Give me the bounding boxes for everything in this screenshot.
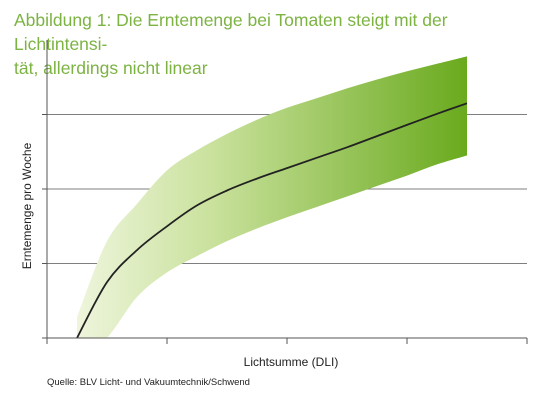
yield-range-band — [77, 56, 467, 338]
line-layer — [76, 102, 468, 338]
yield-curve-line — [76, 102, 468, 338]
x-axis-label: Lichtsumme (DLI) — [244, 355, 339, 369]
y-axis-label: Erntemenge pro Woche — [20, 142, 34, 269]
chart-title: Abbildung 1: Die Erntemenge bei Tomaten … — [14, 8, 530, 80]
axis-layer — [42, 40, 528, 344]
chart-title-line-1: Abbildung 1: Die Erntemenge bei Tomaten … — [14, 10, 448, 54]
chart-title-line-2: tät, allerdings nicht linear — [14, 58, 208, 78]
band-layer — [77, 56, 467, 338]
source-note: Quelle: BLV Licht- und Vakuumtechnik/Sch… — [47, 377, 250, 388]
